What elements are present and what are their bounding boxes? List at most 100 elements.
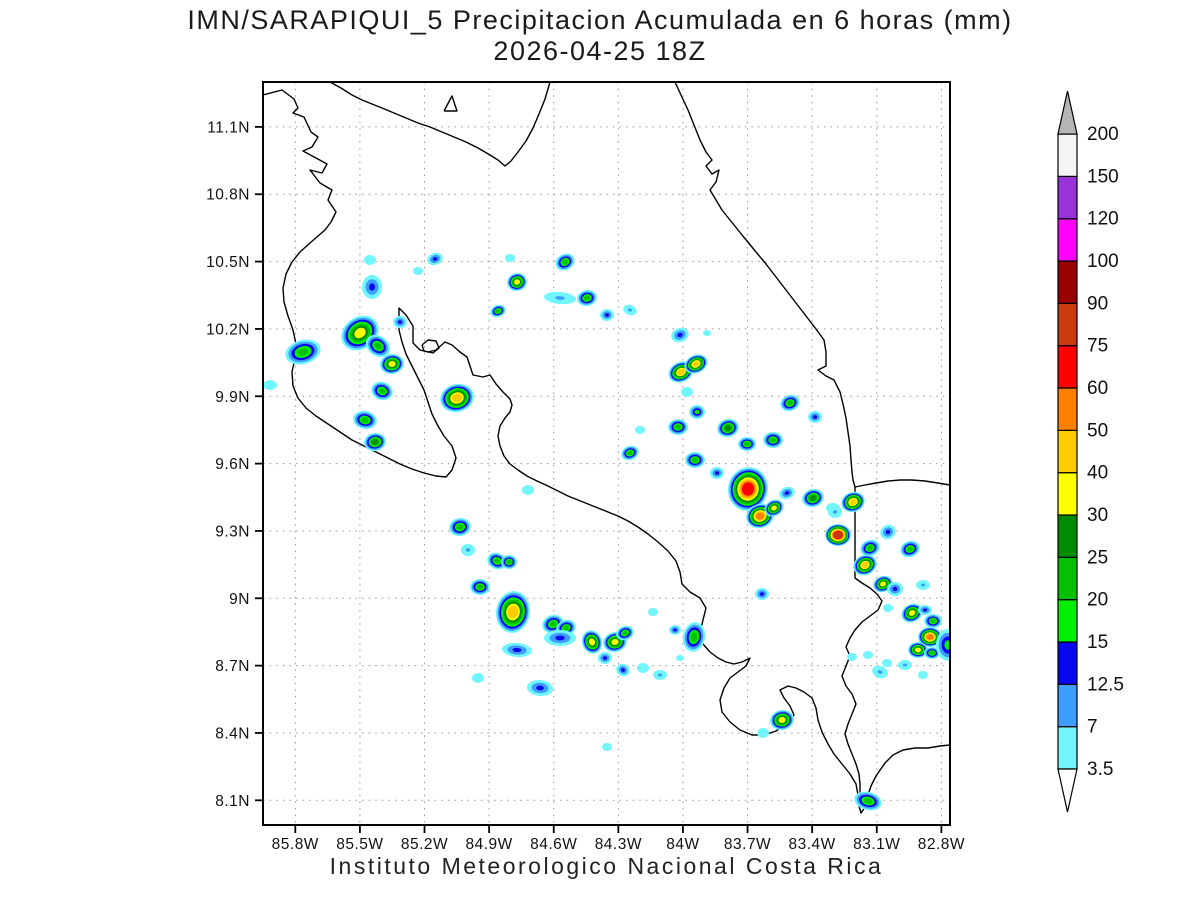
precip-contour-cyan [847,653,857,661]
colorbar-label: 15 [1087,632,1108,653]
precip-cell [507,272,527,292]
precip-cell [353,410,377,430]
precip-contour-blue [512,647,522,653]
precip-cell [900,540,920,558]
precip-cell [653,670,667,680]
precip-contour-blue [620,668,626,672]
colorbar-box-dgreen [1057,514,1078,558]
precip-cell [887,582,903,596]
precip-contour-brick [834,531,842,539]
precip-contour-blue [784,491,790,495]
precip-contour-cyan [635,426,645,434]
precip-contour-cyan [364,255,376,265]
lon-tick-label: 84.3W [595,836,642,853]
precip-cell [393,316,407,328]
coastline [674,82,856,488]
precip-contour-cyan [676,655,684,661]
precip-cell [544,630,576,646]
precip-contour-blue [555,635,565,641]
colorbar-label: 30 [1087,505,1108,526]
precip-contour-dgreen [724,425,732,431]
precip-cell [440,383,474,413]
colorbar-box-darkred [1057,260,1078,304]
precip-cell [544,291,576,305]
precip-cell [802,488,824,508]
colorbar-box-orange [1057,387,1078,431]
coastline [263,89,950,814]
colorbar-label: 100 [1087,251,1119,272]
precip-contour-bgreen [694,409,700,415]
precip-contour-green [562,259,568,265]
precip-cell [487,552,507,570]
precip-contour-cyan [918,671,928,679]
precip-cell [616,663,630,677]
precip-cell [364,255,376,265]
precip-contour-green [622,630,628,636]
precip-contour-red [741,482,755,496]
colorbar-label: 200 [1087,124,1119,145]
colorbar-label: 20 [1087,590,1108,611]
lat-tick-label: 11.1N [207,119,250,136]
precip-contour-green [297,348,309,356]
precip-contour-green [675,424,681,430]
colorbar-box-white2 [1057,133,1078,177]
precip-cell [757,728,769,738]
precip-contour-blue [885,529,891,535]
precip-contour-blue [892,586,898,592]
precip-cell [755,588,769,600]
colorbar-label: 7 [1087,717,1098,738]
precip-cell [495,591,531,633]
precip-contour-cyan [522,485,534,495]
precip-cell [502,642,532,658]
colorbar-label: 120 [1087,209,1119,230]
lon-tick-label: 84.6W [530,836,577,853]
precip-cell [825,524,851,546]
lon-tick-label: 83.7W [724,836,771,853]
precip-cell [501,555,517,569]
coastline-group [263,82,950,814]
colorbar-box-blue [1057,641,1078,685]
precip-cell [808,411,822,423]
precip-contour-blue [604,313,610,317]
precip-contour-cyan [681,387,693,397]
colorbar-under-arrow [1057,768,1078,813]
precip-cell [623,304,637,316]
precip-cell [285,339,321,365]
precip-contour-dgreen [371,439,379,445]
precip-cell [918,605,932,615]
precip-contour-lblue [627,308,633,312]
precip-cell [362,275,382,299]
colorbar-box-lblue [1057,683,1078,728]
precip-contour-blue [714,471,720,475]
lat-tick-label: 8.7N [215,658,250,675]
precip-contour-lblue [877,670,883,674]
precip-contour-green [494,558,500,564]
precip-contour-green [584,295,590,301]
precip-cell [908,642,928,658]
precip-contour-blue [432,257,438,261]
precip-contour-cyan [602,743,612,751]
lat-tick-label: 9N [229,591,250,608]
precip-cell [738,437,756,451]
precip-contour-cyan [882,659,892,667]
precip-cell [671,327,689,343]
precip-cell [461,544,475,556]
precip-cell [918,671,928,679]
precip-contour-blue [397,320,403,324]
precip-cell [581,630,603,654]
precip-cell [901,603,923,623]
precip-contour-blue [536,685,544,691]
precip-contour-yellow [908,610,916,616]
precip-cell [598,652,612,664]
lat-tick-label: 9.6N [215,456,250,473]
precip-cell [685,452,705,468]
precipitation-cells [263,252,950,811]
precip-cell [916,580,930,590]
page-subtitle-datetime: 2026-04-25 18Z [493,36,707,66]
lat-tick-label: 10.2N [206,321,250,338]
precip-contour-lblue [465,548,471,552]
precip-contour-green [378,388,386,394]
precip-cell [505,254,515,262]
colorbar-box-brick [1057,302,1078,347]
